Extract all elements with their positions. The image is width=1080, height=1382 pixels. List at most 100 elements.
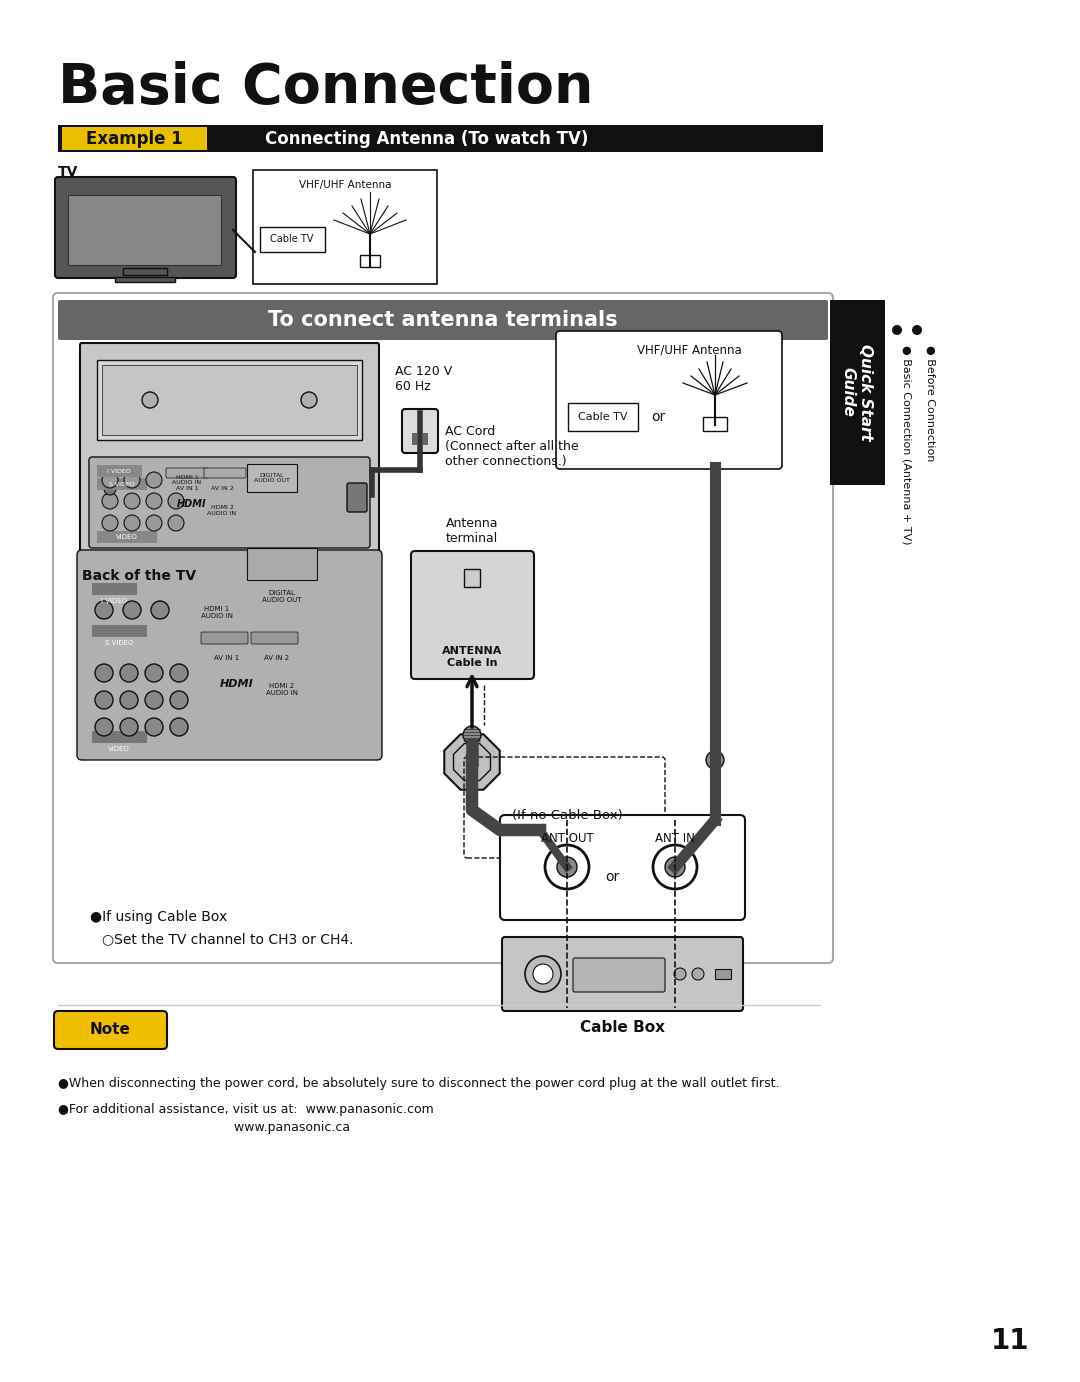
FancyBboxPatch shape xyxy=(251,632,298,644)
Circle shape xyxy=(301,392,318,408)
FancyBboxPatch shape xyxy=(89,457,370,549)
Text: AV IN 2: AV IN 2 xyxy=(211,486,233,491)
FancyBboxPatch shape xyxy=(502,937,743,1012)
Bar xyxy=(260,227,325,252)
Text: Cable TV: Cable TV xyxy=(270,234,313,245)
Circle shape xyxy=(124,493,140,509)
Text: Cable Box: Cable Box xyxy=(580,1020,664,1035)
Text: S VIDEO: S VIDEO xyxy=(105,640,133,645)
Text: (If no Cable Box): (If no Cable Box) xyxy=(512,808,622,821)
Bar xyxy=(123,268,167,275)
Circle shape xyxy=(170,719,188,737)
Text: ○Set the TV channel to CH3 or CH4.: ○Set the TV channel to CH3 or CH4. xyxy=(102,931,353,947)
Text: HDMI 2
AUDIO IN: HDMI 2 AUDIO IN xyxy=(266,683,298,697)
Text: Back of the TV: Back of the TV xyxy=(82,569,197,583)
Bar xyxy=(247,549,318,580)
Bar xyxy=(68,195,221,265)
Text: 11: 11 xyxy=(990,1327,1029,1354)
Text: TV: TV xyxy=(58,164,79,180)
Text: ANT IN: ANT IN xyxy=(656,832,694,844)
Text: VIDEO: VIDEO xyxy=(117,533,138,540)
Circle shape xyxy=(145,691,163,709)
Text: or: or xyxy=(651,410,665,424)
Text: HDMI 1
AUDIO IN: HDMI 1 AUDIO IN xyxy=(201,605,233,619)
Circle shape xyxy=(665,857,685,878)
Bar xyxy=(102,365,357,435)
Circle shape xyxy=(168,515,184,531)
Bar xyxy=(247,464,297,492)
Circle shape xyxy=(170,663,188,681)
Text: Antenna
terminal: Antenna terminal xyxy=(446,517,498,545)
Text: Basic Connection: Basic Connection xyxy=(58,61,594,115)
Circle shape xyxy=(102,493,118,509)
Text: ● Basic Connection (Antenna + TV): ● Basic Connection (Antenna + TV) xyxy=(902,346,912,545)
Text: I VIDEO: I VIDEO xyxy=(107,468,131,474)
Circle shape xyxy=(531,821,549,839)
Bar xyxy=(97,531,157,543)
Polygon shape xyxy=(444,734,500,789)
FancyBboxPatch shape xyxy=(80,343,379,557)
Text: ANT OUT: ANT OUT xyxy=(541,832,593,844)
Circle shape xyxy=(653,844,697,889)
Text: HDMI 1
AUDIO IN: HDMI 1 AUDIO IN xyxy=(173,474,202,485)
Bar xyxy=(831,300,885,485)
Circle shape xyxy=(170,691,188,709)
Circle shape xyxy=(146,473,162,488)
Circle shape xyxy=(545,844,589,889)
Text: Connecting Antenna (To watch TV): Connecting Antenna (To watch TV) xyxy=(266,130,589,148)
Text: AV IN 1: AV IN 1 xyxy=(214,655,240,661)
Text: HDMI 2
AUDIO IN: HDMI 2 AUDIO IN xyxy=(207,506,237,515)
Bar xyxy=(97,464,141,477)
Bar xyxy=(92,625,147,637)
Circle shape xyxy=(95,691,113,709)
FancyBboxPatch shape xyxy=(402,409,438,453)
Text: ●When disconnecting the power cord, be absolutely sure to disconnect the power c: ●When disconnecting the power cord, be a… xyxy=(58,1077,780,1090)
FancyBboxPatch shape xyxy=(573,958,665,992)
FancyBboxPatch shape xyxy=(58,300,828,340)
Bar xyxy=(411,433,417,445)
Circle shape xyxy=(145,719,163,737)
FancyBboxPatch shape xyxy=(204,468,246,478)
Text: S VIDEO: S VIDEO xyxy=(109,481,135,486)
Circle shape xyxy=(892,325,902,334)
Circle shape xyxy=(146,493,162,509)
Circle shape xyxy=(120,663,138,681)
Circle shape xyxy=(463,726,481,744)
Bar xyxy=(97,359,362,439)
Circle shape xyxy=(168,493,184,509)
Bar xyxy=(703,417,727,431)
FancyBboxPatch shape xyxy=(54,1012,167,1049)
Circle shape xyxy=(102,515,118,531)
Circle shape xyxy=(525,956,561,992)
Text: VIDEO: VIDEO xyxy=(108,746,130,752)
Circle shape xyxy=(123,601,141,619)
Text: HDMI: HDMI xyxy=(220,679,254,690)
Circle shape xyxy=(145,663,163,681)
Circle shape xyxy=(706,750,724,768)
Text: AV IN 2: AV IN 2 xyxy=(265,655,289,661)
Text: VHF/UHF Antenna: VHF/UHF Antenna xyxy=(299,180,391,189)
Bar xyxy=(715,969,731,978)
Bar xyxy=(62,127,207,151)
Circle shape xyxy=(95,719,113,737)
FancyBboxPatch shape xyxy=(500,815,745,920)
Circle shape xyxy=(95,601,113,619)
Text: AV IN 1: AV IN 1 xyxy=(176,486,199,491)
Bar xyxy=(568,404,638,431)
FancyBboxPatch shape xyxy=(411,551,534,679)
FancyBboxPatch shape xyxy=(556,332,782,468)
Bar xyxy=(423,433,428,445)
Circle shape xyxy=(534,965,553,984)
Bar xyxy=(97,478,147,491)
Text: Example 1: Example 1 xyxy=(85,130,183,148)
Text: DIGITAL
AUDIO OUT: DIGITAL AUDIO OUT xyxy=(262,590,301,603)
Bar xyxy=(464,569,480,587)
Circle shape xyxy=(124,473,140,488)
FancyBboxPatch shape xyxy=(347,482,367,511)
Text: ANTENNA
Cable In: ANTENNA Cable In xyxy=(442,647,502,668)
Circle shape xyxy=(120,691,138,709)
Text: DIGITAL
AUDIO OUT: DIGITAL AUDIO OUT xyxy=(254,473,289,484)
Circle shape xyxy=(141,392,158,408)
Text: Note: Note xyxy=(90,1023,131,1038)
Text: or: or xyxy=(605,871,619,884)
